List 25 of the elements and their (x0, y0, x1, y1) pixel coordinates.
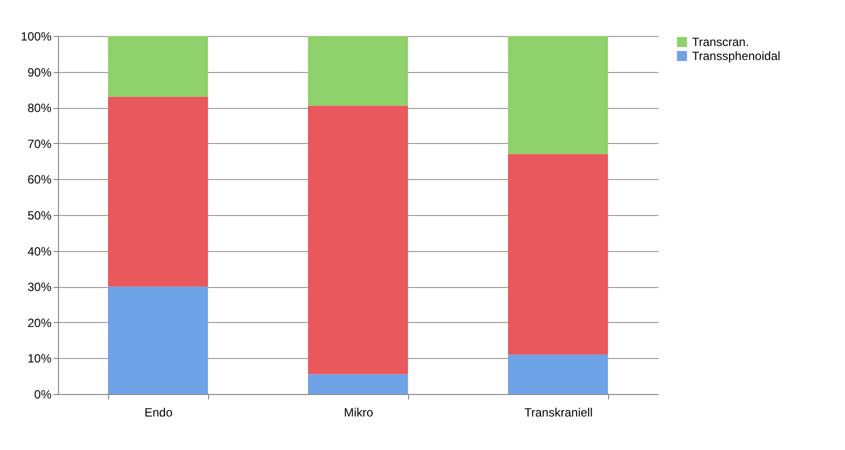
bar (508, 154, 608, 355)
bar (308, 106, 408, 374)
bar (108, 96, 208, 287)
x-tick-label: Transkraniell (524, 406, 593, 420)
bar (508, 36, 608, 154)
bar (308, 36, 408, 106)
y-tick-label: 40% (27, 244, 52, 258)
y-tick-label: 70% (27, 136, 52, 151)
legend-label: Transsphenoidal (692, 49, 780, 63)
x-tick-label: Endo (144, 406, 173, 420)
y-tick-label: 10% (27, 352, 52, 366)
y-tick-label: 20% (27, 316, 52, 330)
bar (108, 36, 208, 97)
y-tick-label: 0% (34, 388, 52, 402)
y-tick-label: 90% (27, 65, 52, 80)
y-tick-label: 50% (27, 208, 52, 222)
y-tick-label: 100% (20, 30, 52, 44)
legend-label: Transcran. (692, 35, 749, 49)
y-tick-label: 80% (27, 101, 52, 116)
bar (308, 374, 408, 394)
bar (108, 286, 208, 394)
y-tick-label: 30% (27, 280, 52, 294)
x-tick-label: Mikro (344, 406, 374, 420)
y-tick-label: 60% (27, 172, 52, 187)
bar (508, 354, 608, 394)
